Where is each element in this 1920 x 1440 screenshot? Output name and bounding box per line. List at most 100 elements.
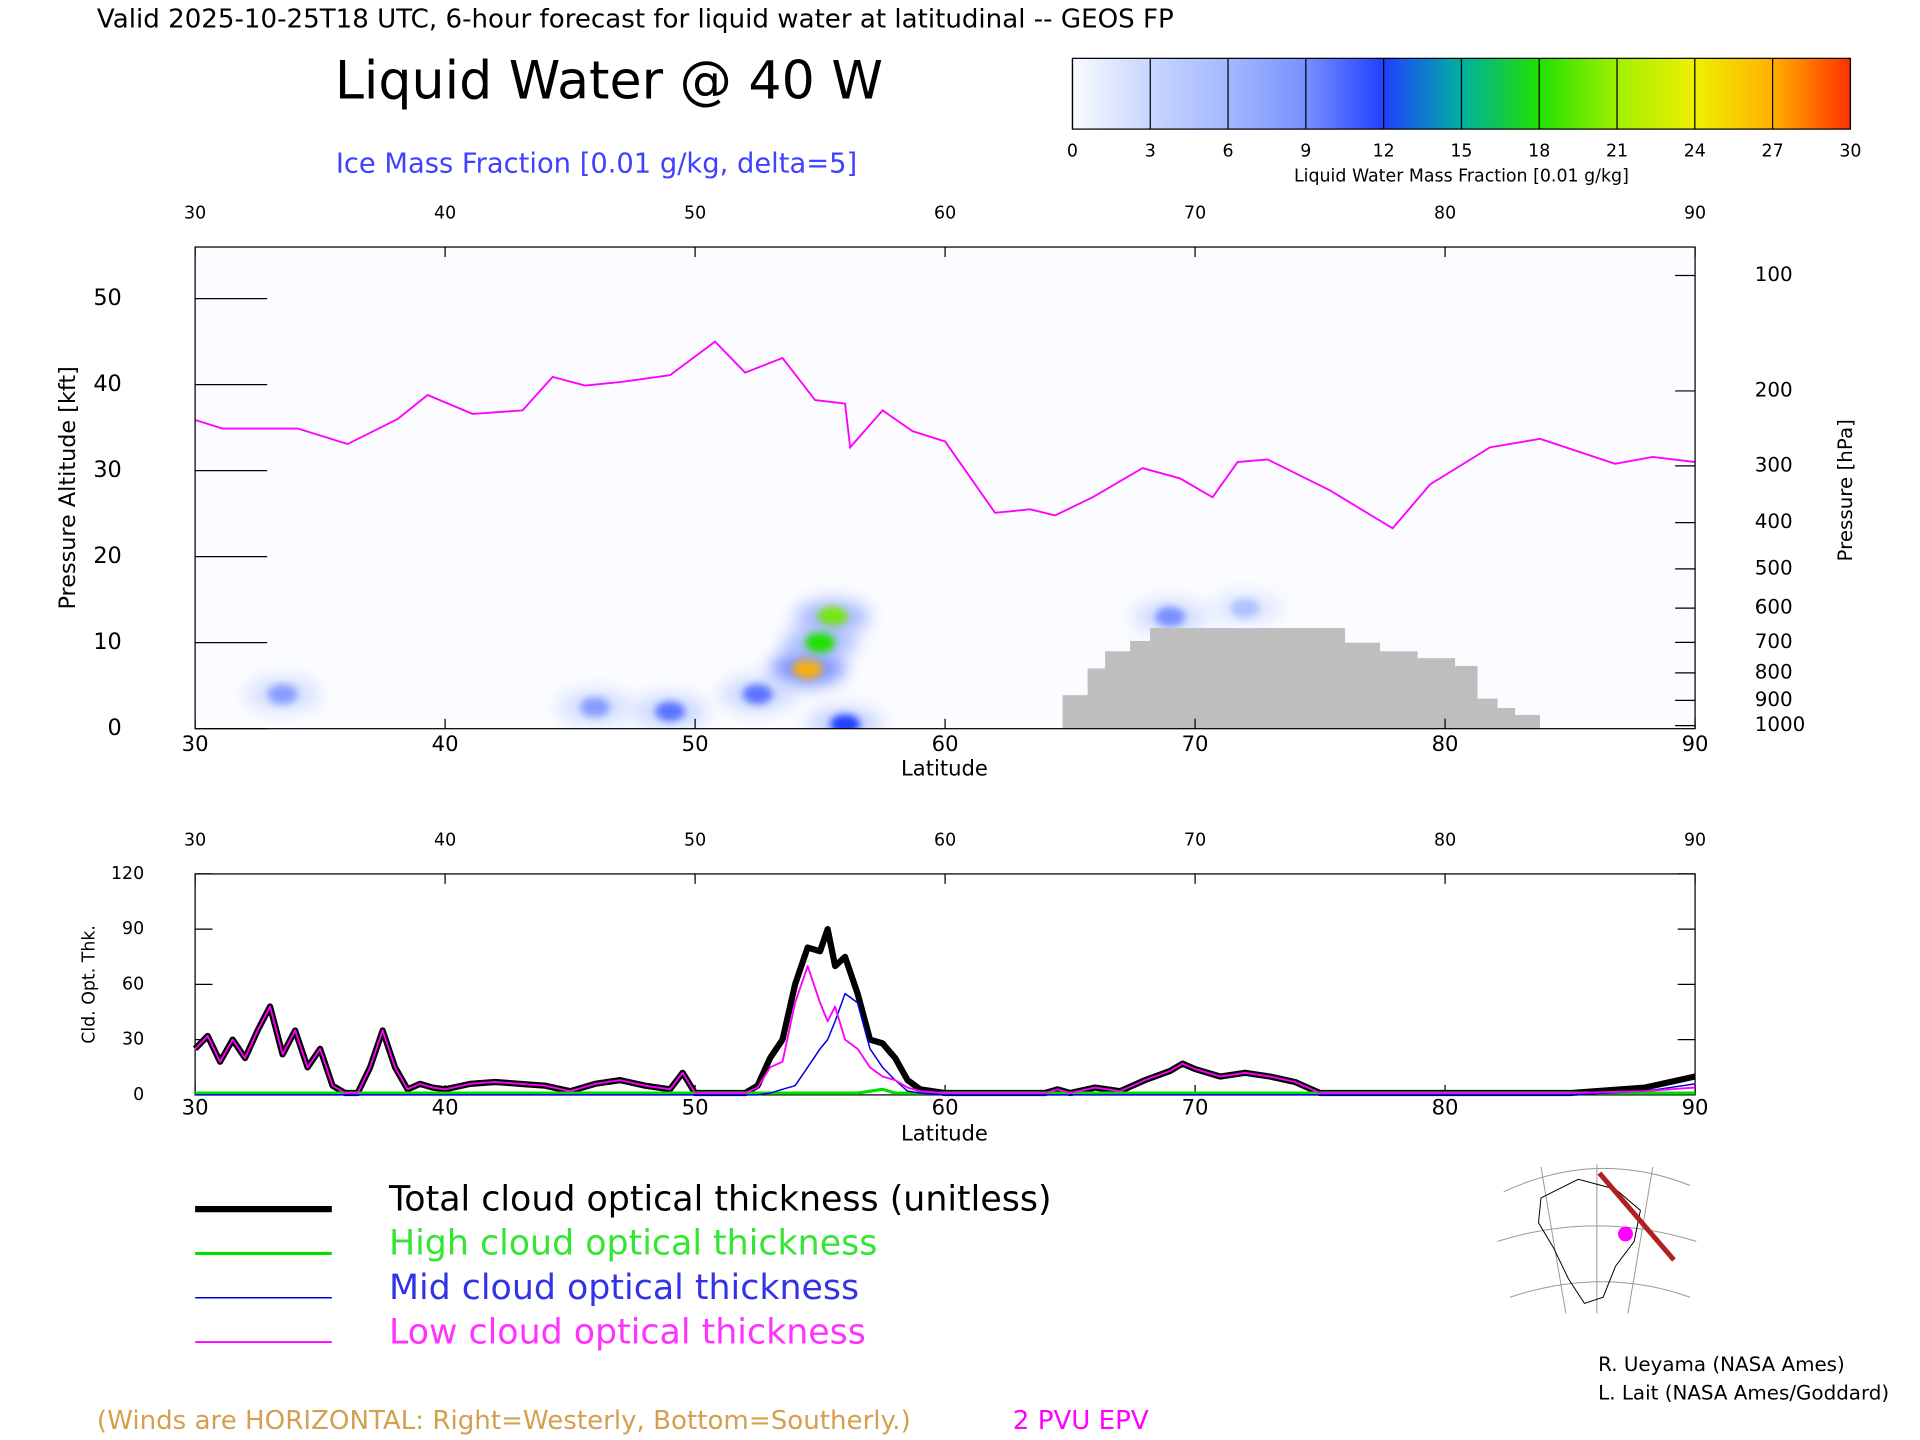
colorbar-tick-label: 6 bbox=[1223, 141, 1234, 161]
epv-line bbox=[195, 340, 1696, 530]
colorbar-frame bbox=[1071, 57, 1852, 130]
water-core bbox=[805, 632, 836, 653]
x-axis-title: Latitude bbox=[901, 756, 988, 781]
locator-map bbox=[1497, 1164, 1697, 1314]
y2-tick-label: 100 bbox=[1755, 263, 1793, 286]
x-tick-label: 50 bbox=[682, 731, 709, 756]
x-tick-label: 90 bbox=[1682, 1095, 1709, 1120]
terrain bbox=[1455, 665, 1478, 729]
terrain bbox=[1130, 640, 1151, 729]
section-line bbox=[1597, 1171, 1676, 1262]
x-tick-label: 70 bbox=[1182, 1095, 1209, 1120]
water-core bbox=[267, 684, 298, 705]
marker bbox=[1618, 1226, 1633, 1242]
water-core bbox=[580, 697, 611, 718]
y2-tick-label: 600 bbox=[1755, 596, 1793, 619]
colorbar-segment bbox=[1694, 58, 1773, 130]
x-tick-label: 70 bbox=[1184, 204, 1206, 224]
water-core bbox=[1155, 606, 1185, 627]
y-tick-label: 120 bbox=[111, 864, 144, 884]
water-core bbox=[792, 658, 823, 679]
water-core bbox=[655, 701, 686, 722]
colorbar-tick-label: 3 bbox=[1145, 141, 1156, 161]
series-line bbox=[195, 992, 1696, 1096]
x-tick-label: 90 bbox=[1682, 731, 1709, 756]
y-tick-label: 0 bbox=[108, 715, 122, 741]
subtitle: Ice Mass Fraction [0.01 g/kg, delta=5] bbox=[336, 149, 857, 180]
y2-tick-label: 500 bbox=[1755, 556, 1793, 579]
legend-label: Total cloud optical thickness (unitless) bbox=[388, 1179, 1052, 1219]
plot-content bbox=[195, 340, 1696, 729]
x-tick-label: 30 bbox=[184, 204, 206, 224]
terrain bbox=[1497, 708, 1516, 729]
y2-tick-label: 900 bbox=[1755, 688, 1793, 711]
x-tick-label: 60 bbox=[934, 830, 956, 850]
y-tick-label: 90 bbox=[122, 919, 144, 939]
y-tick-label: 10 bbox=[93, 629, 121, 655]
colorbar-tick-label: 18 bbox=[1528, 141, 1550, 161]
water-core bbox=[830, 714, 860, 729]
colorbar-tick-label: 30 bbox=[1839, 141, 1861, 161]
y-tick-label: 30 bbox=[93, 457, 121, 483]
terrain bbox=[1087, 668, 1106, 729]
colorbar-segment bbox=[1228, 58, 1306, 130]
colorbar-segment bbox=[1772, 58, 1851, 130]
colorbar-segment bbox=[1461, 58, 1540, 130]
colorbar-tick-label: 27 bbox=[1762, 141, 1784, 161]
water-core bbox=[817, 606, 848, 627]
x-tick-label: 50 bbox=[684, 204, 706, 224]
x-tick-label: 40 bbox=[432, 731, 459, 756]
colorbar-segment bbox=[1305, 58, 1384, 130]
y-tick-label: 30 bbox=[122, 1030, 144, 1050]
x-tick-label: 50 bbox=[684, 830, 706, 850]
x-tick-label: 80 bbox=[1434, 830, 1456, 850]
y-axis-title: Cld. Opt. Thk. bbox=[79, 925, 99, 1044]
y-tick-label: 60 bbox=[122, 974, 144, 994]
colorbar-segment bbox=[1150, 58, 1229, 130]
terrain bbox=[1515, 714, 1541, 729]
credit: R. Ueyama (NASA Ames) bbox=[1598, 1353, 1845, 1376]
colorbar-segment bbox=[1072, 58, 1151, 130]
terrain bbox=[1150, 628, 1346, 729]
legend-label: High cloud optical thickness bbox=[389, 1224, 877, 1264]
colorbar-tick-label: 15 bbox=[1450, 141, 1472, 161]
terrain bbox=[1477, 698, 1498, 729]
x-tick-label: 90 bbox=[1684, 830, 1706, 850]
x-axis-title: Latitude bbox=[901, 1121, 988, 1146]
y2-tick-label: 800 bbox=[1755, 660, 1793, 683]
terrain bbox=[1062, 695, 1088, 729]
colorbar-tick-label: 0 bbox=[1067, 141, 1078, 161]
y2-tick-label: 200 bbox=[1755, 378, 1793, 401]
terrain bbox=[1345, 642, 1381, 729]
x-tick-label: 60 bbox=[932, 731, 959, 756]
y2-tick-label: 400 bbox=[1755, 510, 1793, 533]
colorbar-tick-label: 9 bbox=[1300, 141, 1311, 161]
x-tick-label: 30 bbox=[182, 1095, 209, 1120]
y-tick-label: 20 bbox=[93, 543, 121, 569]
series-line bbox=[195, 1087, 1696, 1095]
y-axis-title: Pressure Altitude [kft] bbox=[55, 366, 81, 609]
x-tick-label: 90 bbox=[1684, 204, 1706, 224]
colorbar-tick-label: 24 bbox=[1684, 141, 1706, 161]
y-tick-label: 40 bbox=[93, 371, 121, 397]
legend-label: 2 PVU EPV bbox=[1013, 1406, 1149, 1436]
graticule bbox=[1497, 1164, 1697, 1314]
chart-title: Liquid Water @ 40 W bbox=[335, 51, 883, 111]
colorbar-segment bbox=[1617, 58, 1695, 130]
legend-label: Mid cloud optical thickness bbox=[389, 1268, 859, 1308]
x-tick-label: 60 bbox=[934, 204, 956, 224]
water-core bbox=[1230, 598, 1260, 619]
terrain bbox=[1417, 658, 1456, 729]
water-core bbox=[742, 684, 773, 705]
plot-area bbox=[195, 247, 1696, 729]
series-line bbox=[194, 965, 1696, 1094]
y2-tick-label: 300 bbox=[1755, 453, 1793, 476]
x-tick-label: 70 bbox=[1184, 830, 1206, 850]
y2-tick-label: 1000 bbox=[1755, 713, 1806, 736]
colorbar-label: Liquid Water Mass Fraction [0.01 g/kg] bbox=[1294, 166, 1629, 186]
y2-tick-label: 700 bbox=[1755, 630, 1793, 653]
x-tick-label: 50 bbox=[682, 1095, 709, 1120]
terrain bbox=[1105, 651, 1131, 729]
y-tick-label: 0 bbox=[133, 1085, 144, 1105]
colorbar-tick-label: 21 bbox=[1606, 141, 1628, 161]
